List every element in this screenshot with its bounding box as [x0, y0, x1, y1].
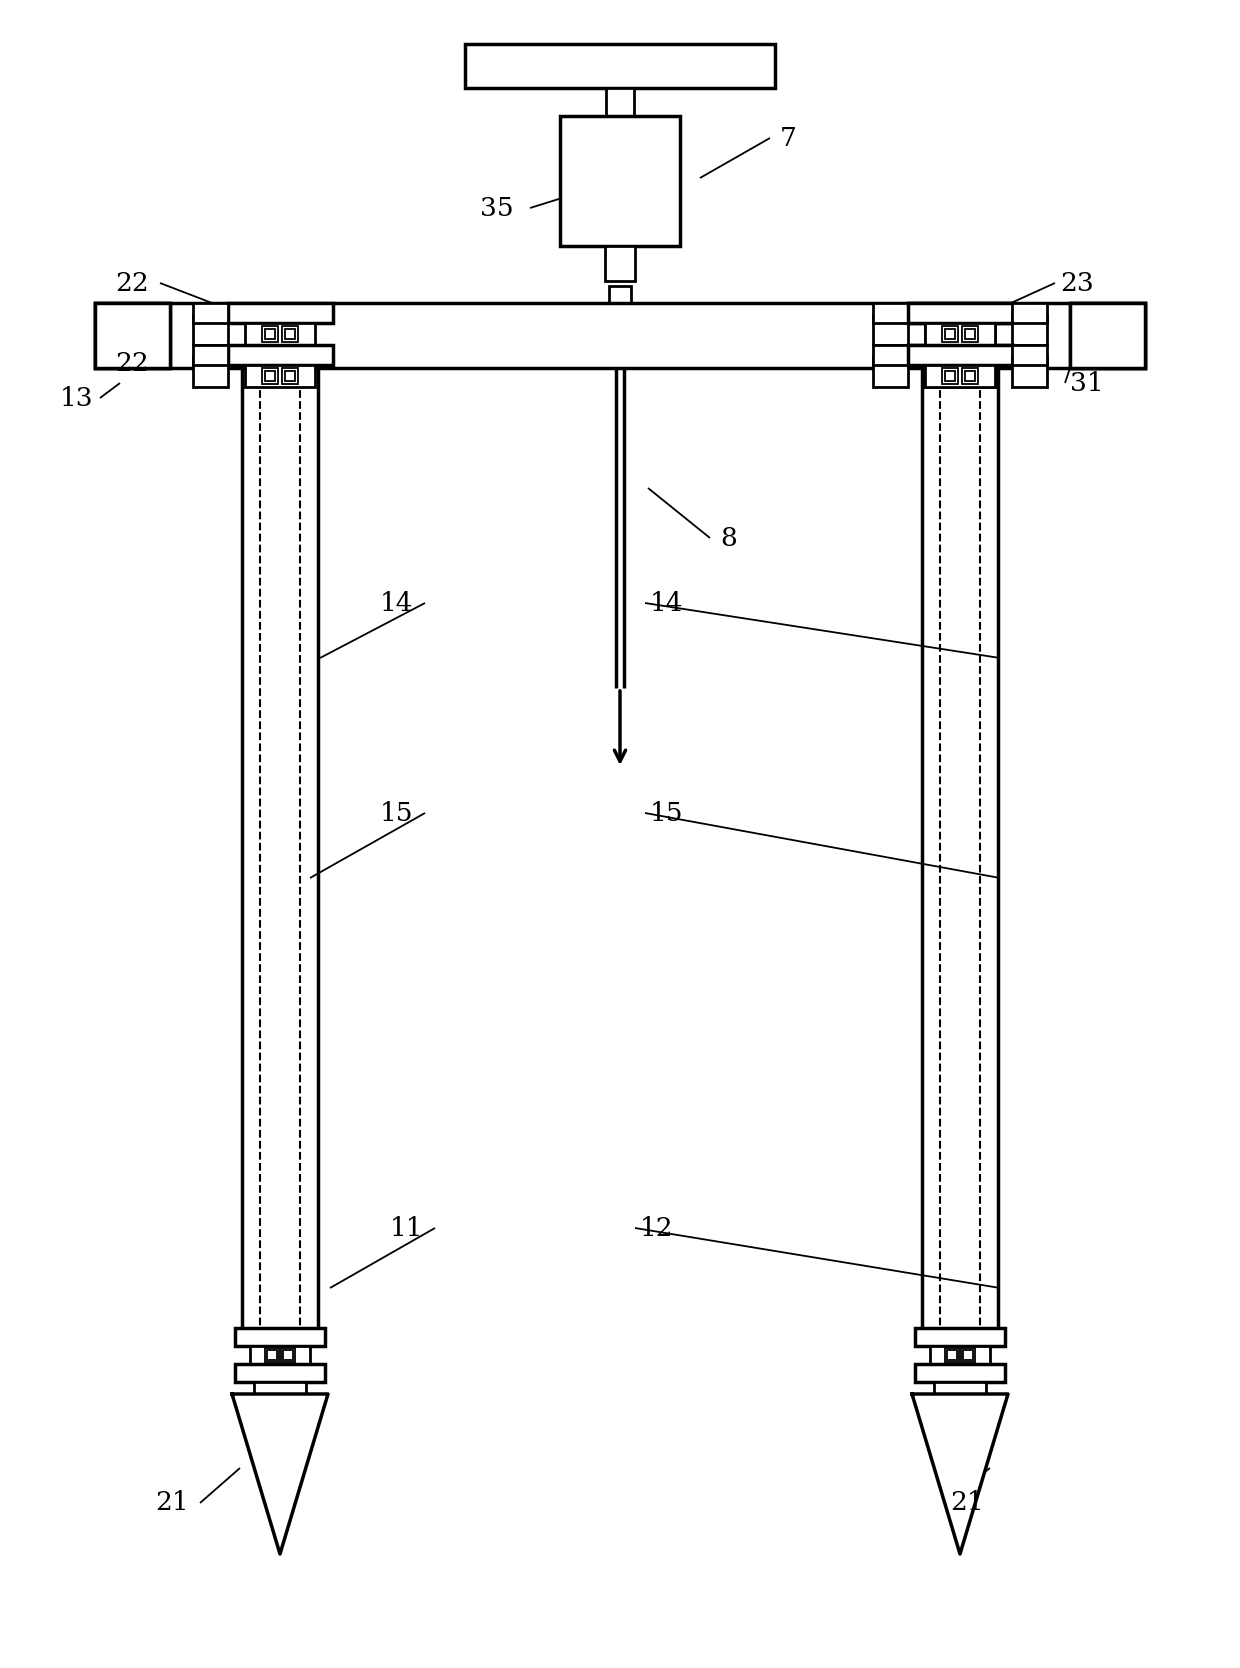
Bar [283, 1349, 293, 1359]
Bar [285, 329, 295, 339]
Bar [236, 1364, 325, 1383]
Bar [942, 369, 959, 384]
Bar [963, 1349, 973, 1359]
Bar [961, 1348, 975, 1363]
Text: 21: 21 [950, 1491, 983, 1516]
Bar [228, 304, 334, 324]
Bar [934, 1383, 986, 1394]
Bar [95, 304, 170, 369]
Bar [945, 329, 955, 339]
Text: 11: 11 [391, 1216, 424, 1241]
Bar [606, 88, 634, 117]
Bar [267, 1349, 277, 1359]
Text: 14: 14 [650, 590, 683, 615]
Bar [945, 329, 955, 339]
Bar [193, 345, 228, 365]
Bar [285, 370, 295, 380]
Bar [873, 345, 908, 365]
Bar [193, 315, 228, 345]
Bar [605, 245, 635, 280]
Text: 31: 31 [1070, 370, 1104, 395]
Bar [873, 315, 908, 345]
Text: 22: 22 [115, 350, 149, 375]
Bar [942, 325, 959, 342]
Bar [908, 304, 1013, 324]
Bar [925, 365, 994, 387]
Bar [1012, 345, 1047, 365]
Text: 15: 15 [379, 801, 413, 826]
Text: 12: 12 [640, 1216, 673, 1241]
Bar [1012, 304, 1047, 324]
Bar [95, 304, 1145, 369]
Bar [1012, 315, 1047, 345]
Bar [908, 304, 1013, 324]
Bar [945, 1348, 959, 1363]
Bar [95, 304, 170, 369]
Bar [281, 325, 298, 342]
Bar [281, 369, 298, 384]
Bar [262, 325, 278, 342]
Bar [262, 369, 278, 384]
Bar [962, 369, 978, 384]
Bar [609, 285, 631, 314]
Text: 35: 35 [480, 195, 513, 220]
Bar [925, 324, 994, 345]
Bar [228, 345, 334, 365]
Bar [265, 1348, 279, 1363]
Bar [965, 329, 975, 339]
Bar [965, 370, 975, 380]
Bar [930, 1346, 990, 1364]
Bar [965, 370, 975, 380]
Bar [246, 365, 315, 387]
Bar [193, 304, 228, 324]
Bar [908, 345, 1013, 365]
Bar [465, 43, 775, 88]
Bar [925, 324, 994, 345]
Bar [873, 357, 908, 387]
Text: 15: 15 [650, 801, 683, 826]
Text: 7: 7 [780, 125, 797, 150]
Bar [962, 325, 978, 342]
Bar [236, 1328, 325, 1346]
Bar [1012, 357, 1047, 387]
Bar [915, 1364, 1004, 1383]
Polygon shape [911, 1394, 1008, 1555]
Bar [265, 329, 275, 339]
Bar [1070, 304, 1145, 369]
Text: 8: 8 [720, 525, 737, 550]
Bar [962, 325, 978, 342]
Bar [962, 369, 978, 384]
Bar [925, 365, 994, 387]
Text: 23: 23 [1060, 270, 1094, 295]
Bar [942, 325, 959, 342]
Bar [246, 324, 315, 345]
Bar [873, 304, 908, 324]
Text: 14: 14 [379, 590, 413, 615]
Polygon shape [232, 1394, 329, 1555]
Bar [908, 345, 1013, 365]
Bar [1070, 304, 1145, 369]
Text: 22: 22 [115, 270, 149, 295]
Bar [915, 1328, 1004, 1346]
Bar [947, 1349, 957, 1359]
Bar [560, 117, 680, 245]
Bar [945, 370, 955, 380]
Bar [193, 357, 228, 387]
Bar [265, 370, 275, 380]
Text: 13: 13 [60, 385, 94, 410]
Bar [942, 369, 959, 384]
Bar [945, 370, 955, 380]
Bar [965, 329, 975, 339]
Text: 21: 21 [155, 1491, 188, 1516]
Bar [254, 1383, 306, 1394]
Bar [250, 1346, 310, 1364]
Bar [281, 1348, 295, 1363]
